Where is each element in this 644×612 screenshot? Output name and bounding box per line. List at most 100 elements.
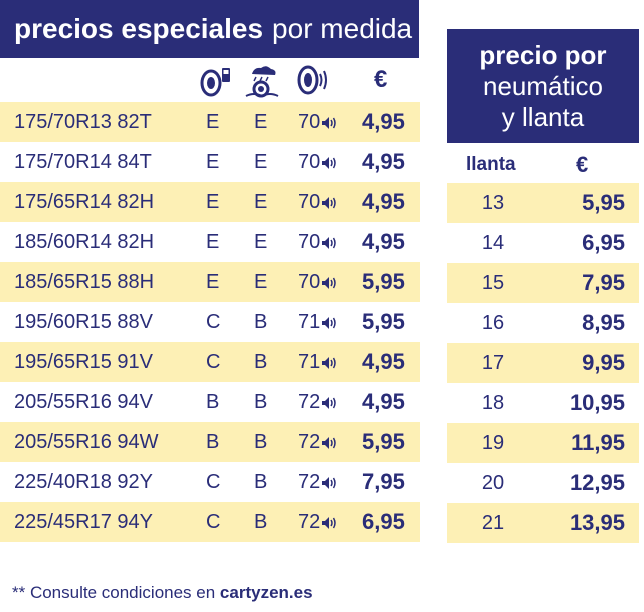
table-row: 225/45R17 94Y C B 72 6,95 [0, 502, 420, 542]
rim-size: 14 [481, 232, 505, 254]
wet-grip-rating: E [254, 271, 268, 293]
footer-text: ** Consulte condiciones en [12, 583, 216, 602]
tire-price: 5,95 [362, 269, 405, 294]
tire-price: 7,95 [362, 469, 405, 494]
tire-size: 205/55R16 94W [14, 431, 159, 453]
fuel-rating: C [206, 471, 221, 493]
rim-row: 16 8,95 [447, 303, 639, 343]
fuel-rating: E [206, 271, 220, 293]
sound-icon [320, 471, 337, 493]
noise-db: 70 [298, 271, 321, 293]
table-row: 185/60R14 82H E E 70 4,95 [0, 222, 420, 262]
noise-db: 71 [298, 351, 321, 373]
fuel-rating: C [206, 511, 221, 533]
noise-db: 72 [298, 471, 321, 493]
tire-price: 4,95 [362, 189, 405, 214]
rim-row: 13 5,95 [447, 183, 639, 223]
tire-size: 175/65R14 82H [14, 191, 155, 213]
footer-site: cartyzen.es [219, 583, 313, 602]
table-row: 175/70R13 82T E E 70 4,95 [0, 102, 420, 142]
noise-db: 72 [298, 431, 321, 453]
title-bold: precios especiales [14, 13, 264, 44]
noise-rating: 70 [298, 222, 337, 262]
sound-icon [320, 351, 337, 373]
fuel-rating: E [206, 111, 220, 133]
noise-icon [297, 65, 327, 95]
tire-price: 5,95 [362, 429, 405, 454]
page-title: precios especiales por medida [0, 0, 419, 58]
rim-price: 13,95 [569, 510, 625, 535]
table-row: 205/55R16 94V B B 72 4,95 [0, 382, 420, 422]
tire-size: 195/60R15 88V [14, 311, 154, 333]
rim-size: 19 [481, 432, 505, 454]
noise-rating: 72 [298, 382, 337, 422]
noise-db: 70 [298, 231, 321, 253]
rim-row: 18 10,95 [447, 383, 639, 423]
fuel-rating: C [206, 351, 221, 373]
rim-size: 20 [481, 472, 505, 494]
rim-price: 10,95 [569, 390, 625, 415]
noise-rating: 70 [298, 102, 337, 142]
rim-size: 16 [481, 312, 505, 334]
footer-note: ** Consulte condiciones en cartyzen.es [12, 583, 313, 603]
rim-header-line1: precio por [479, 39, 607, 70]
tire-price: 4,95 [362, 229, 405, 254]
sound-icon [320, 311, 337, 333]
tire-price: 5,95 [362, 309, 405, 334]
noise-rating: 70 [298, 182, 337, 222]
rim-price-header: precio por neumático y llanta [447, 29, 639, 143]
rim-size: 13 [481, 192, 505, 214]
rim-price: 8,95 [582, 310, 625, 335]
fuel-rating: E [206, 151, 220, 173]
tire-size: 195/65R15 91V [14, 351, 154, 373]
noise-rating: 72 [298, 502, 337, 542]
tire-size: 175/70R14 84T [14, 151, 152, 173]
rim-header-line3: y llanta [501, 101, 585, 132]
table-row: 185/65R15 88H E E 70 5,95 [0, 262, 420, 302]
tire-price: 4,95 [362, 349, 405, 374]
sound-icon [320, 231, 337, 253]
rim-row: 14 6,95 [447, 223, 639, 263]
sound-icon [320, 111, 337, 133]
wet-grip-rating: B [254, 511, 268, 533]
wet-grip-rating: B [254, 351, 268, 373]
sound-icon [320, 431, 337, 453]
table-row: 195/60R15 88V C B 71 5,95 [0, 302, 420, 342]
rim-column-header: llanta [466, 154, 516, 175]
rim-row: 15 7,95 [447, 263, 639, 303]
tire-size: 225/45R17 94Y [14, 511, 154, 533]
table-row: 225/40R18 92Y C B 72 7,95 [0, 462, 420, 502]
title-light: por medida [272, 13, 413, 44]
wet-grip-rating: B [254, 311, 268, 333]
rim-size: 17 [481, 352, 505, 374]
tire-price: 6,95 [362, 509, 405, 534]
noise-rating: 72 [298, 422, 337, 462]
noise-db: 72 [298, 511, 321, 533]
rim-row: 21 13,95 [447, 503, 639, 543]
fuel-rating: C [206, 311, 221, 333]
wet-grip-rating: E [254, 191, 268, 213]
fuel-rating: E [206, 191, 220, 213]
fuel-rating: B [206, 391, 220, 413]
tire-price: 4,95 [362, 389, 405, 414]
sound-icon [320, 271, 337, 293]
wet-grip-rating: B [254, 431, 268, 453]
noise-db: 72 [298, 391, 321, 413]
label-icons-row [0, 62, 420, 98]
table-row: 175/70R14 84T E E 70 4,95 [0, 142, 420, 182]
tire-price: 4,95 [362, 109, 405, 134]
rim-row: 20 12,95 [447, 463, 639, 503]
wet-grip-rating: E [254, 151, 268, 173]
rim-price: 7,95 [582, 270, 625, 295]
rim-row: 17 9,95 [447, 343, 639, 383]
table-row: 175/65R14 82H E E 70 4,95 [0, 182, 420, 222]
table-row: 205/55R16 94W B B 72 5,95 [0, 422, 420, 462]
wet-grip-rating: E [254, 111, 268, 133]
noise-rating: 72 [298, 462, 337, 502]
tire-price: 4,95 [362, 149, 405, 174]
fuel-rating: B [206, 431, 220, 453]
price-column-header: € [374, 66, 388, 93]
wet-grip-rating: B [254, 391, 268, 413]
tire-size: 185/60R14 82H [14, 231, 155, 253]
rim-size: 18 [481, 392, 505, 414]
